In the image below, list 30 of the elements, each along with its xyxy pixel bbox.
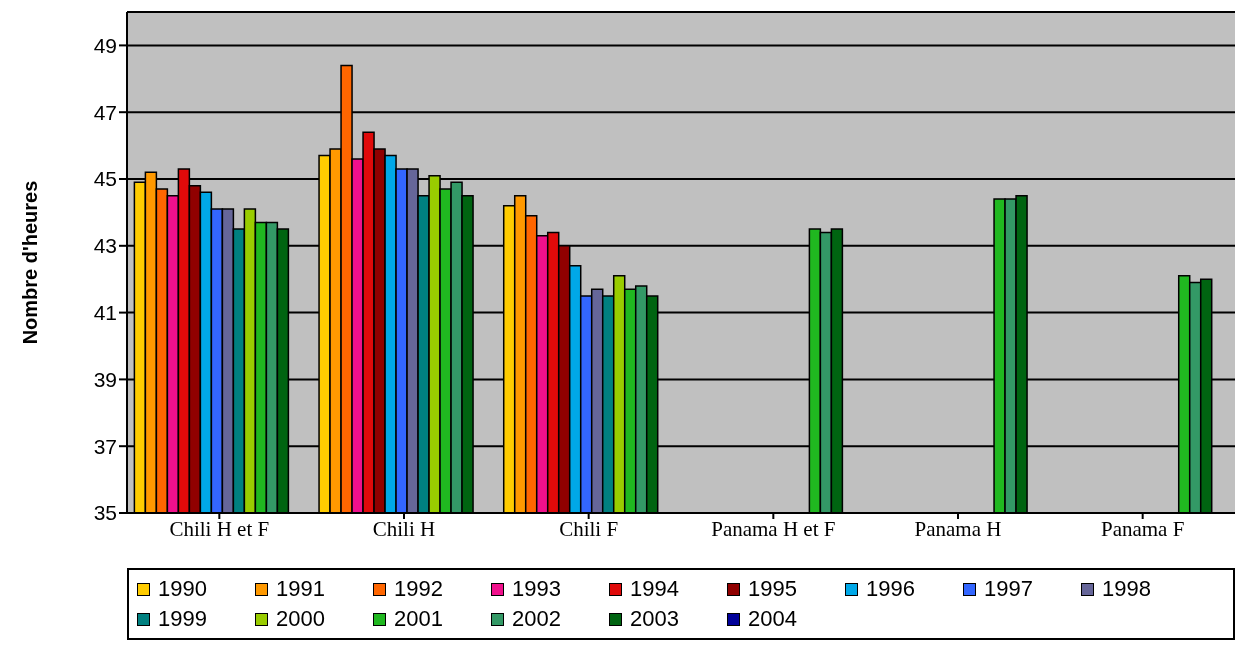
x-tick-label: Panama F [1100,516,1185,541]
legend-label: 1992 [394,576,443,602]
y-tick-label: 37 [93,434,117,458]
legend-label: 2000 [276,606,325,632]
y-tick-label: 39 [93,367,117,391]
legend-label: 2003 [630,606,679,632]
legend-label: 1999 [158,606,207,632]
legend-label: 1998 [1102,576,1151,602]
legend-label: 2001 [394,606,443,632]
legend-label: 1993 [512,576,561,602]
legend-label: 1996 [866,576,915,602]
y-tick-label: 43 [93,234,117,258]
legend-label: 2002 [512,606,561,632]
y-tick-label: 49 [93,33,117,57]
x-tick-label: Chili H [372,516,436,541]
x-tick-label: Chili F [559,516,619,541]
legend-label: 1995 [748,576,797,602]
y-axis-title: Nombre d'heures [19,180,42,345]
legend-label: 1990 [158,576,207,602]
legend-label: 1997 [984,576,1033,602]
y-tick-label: 47 [93,100,117,124]
x-tick-label: Chili H et F [169,516,270,541]
legend-label: 1991 [276,576,325,602]
x-tick-label: Panama H [914,516,1002,541]
y-tick-label: 45 [93,167,117,191]
y-tick-label: 35 [93,501,117,525]
legend-label: 1994 [630,576,679,602]
x-tick-label: Panama H et F [711,516,836,541]
legend-label: 2004 [748,606,797,632]
y-tick-label: 41 [93,301,117,325]
